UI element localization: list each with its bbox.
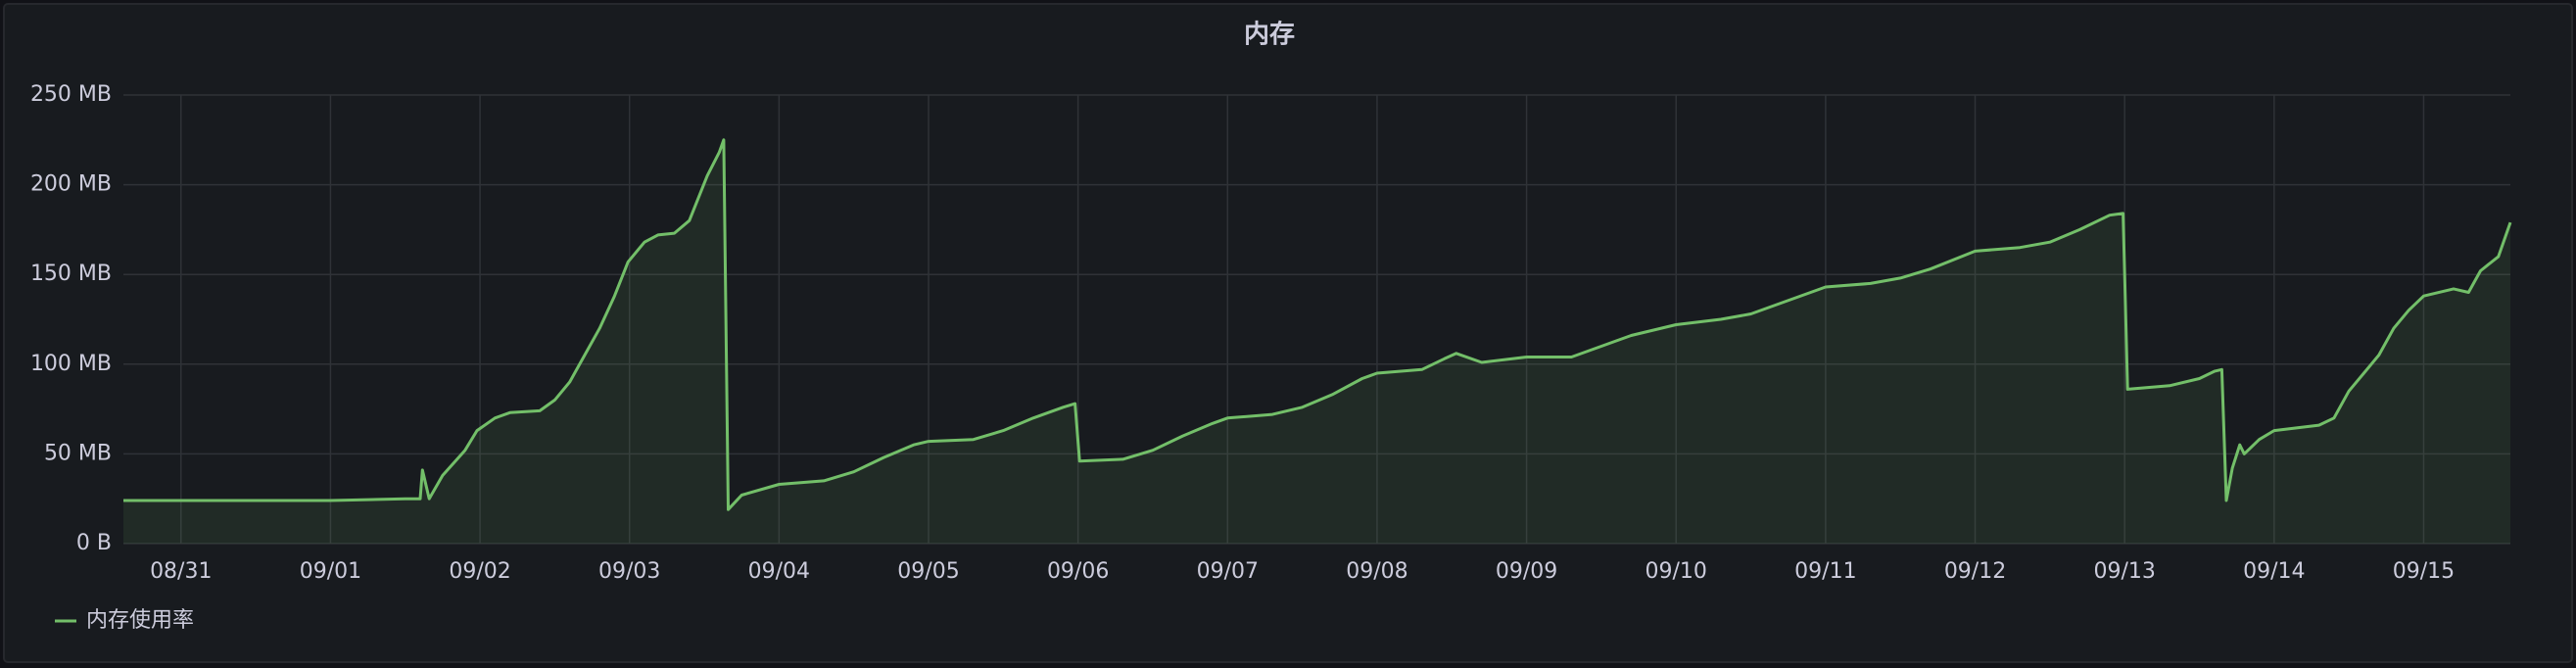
area [123,139,2510,545]
x-tick-label: 09/14 [2243,559,2305,584]
y-tick-label: 50 MB [44,441,112,465]
x-tick-label: 09/07 [1197,559,1259,584]
x-tick-label: 09/11 [1794,559,1856,584]
x-tick-label: 09/12 [1944,559,2006,584]
x-tick-label: 09/01 [300,559,361,584]
x-tick-label: 09/15 [2393,559,2455,584]
x-tick-label: 09/04 [748,559,810,584]
y-tick-label: 150 MB [30,262,112,286]
line [123,138,2512,511]
x-tick-label: 09/13 [2093,559,2155,584]
panel-frame [3,3,2573,663]
legend-label: 内存使用率 [86,608,194,633]
y-tick-label: 250 MB [30,82,112,107]
x-tick-label: 09/02 [449,559,510,584]
x-tick-label: 09/10 [1646,559,1707,584]
x-tick-label: 09/08 [1346,559,1407,584]
panel-title: 内存 [1244,21,1295,50]
x-tick-label: 09/03 [598,559,660,584]
x-tick-label: 08/31 [150,559,212,584]
x-tick-label: 09/09 [1496,559,1557,584]
x-tick-label: 09/05 [897,559,959,584]
x-tick-label: 09/06 [1047,559,1109,584]
y-tick-label: 200 MB [30,172,112,197]
y-tick-label: 0 B [76,531,112,555]
y-tick-label: 100 MB [30,352,112,376]
